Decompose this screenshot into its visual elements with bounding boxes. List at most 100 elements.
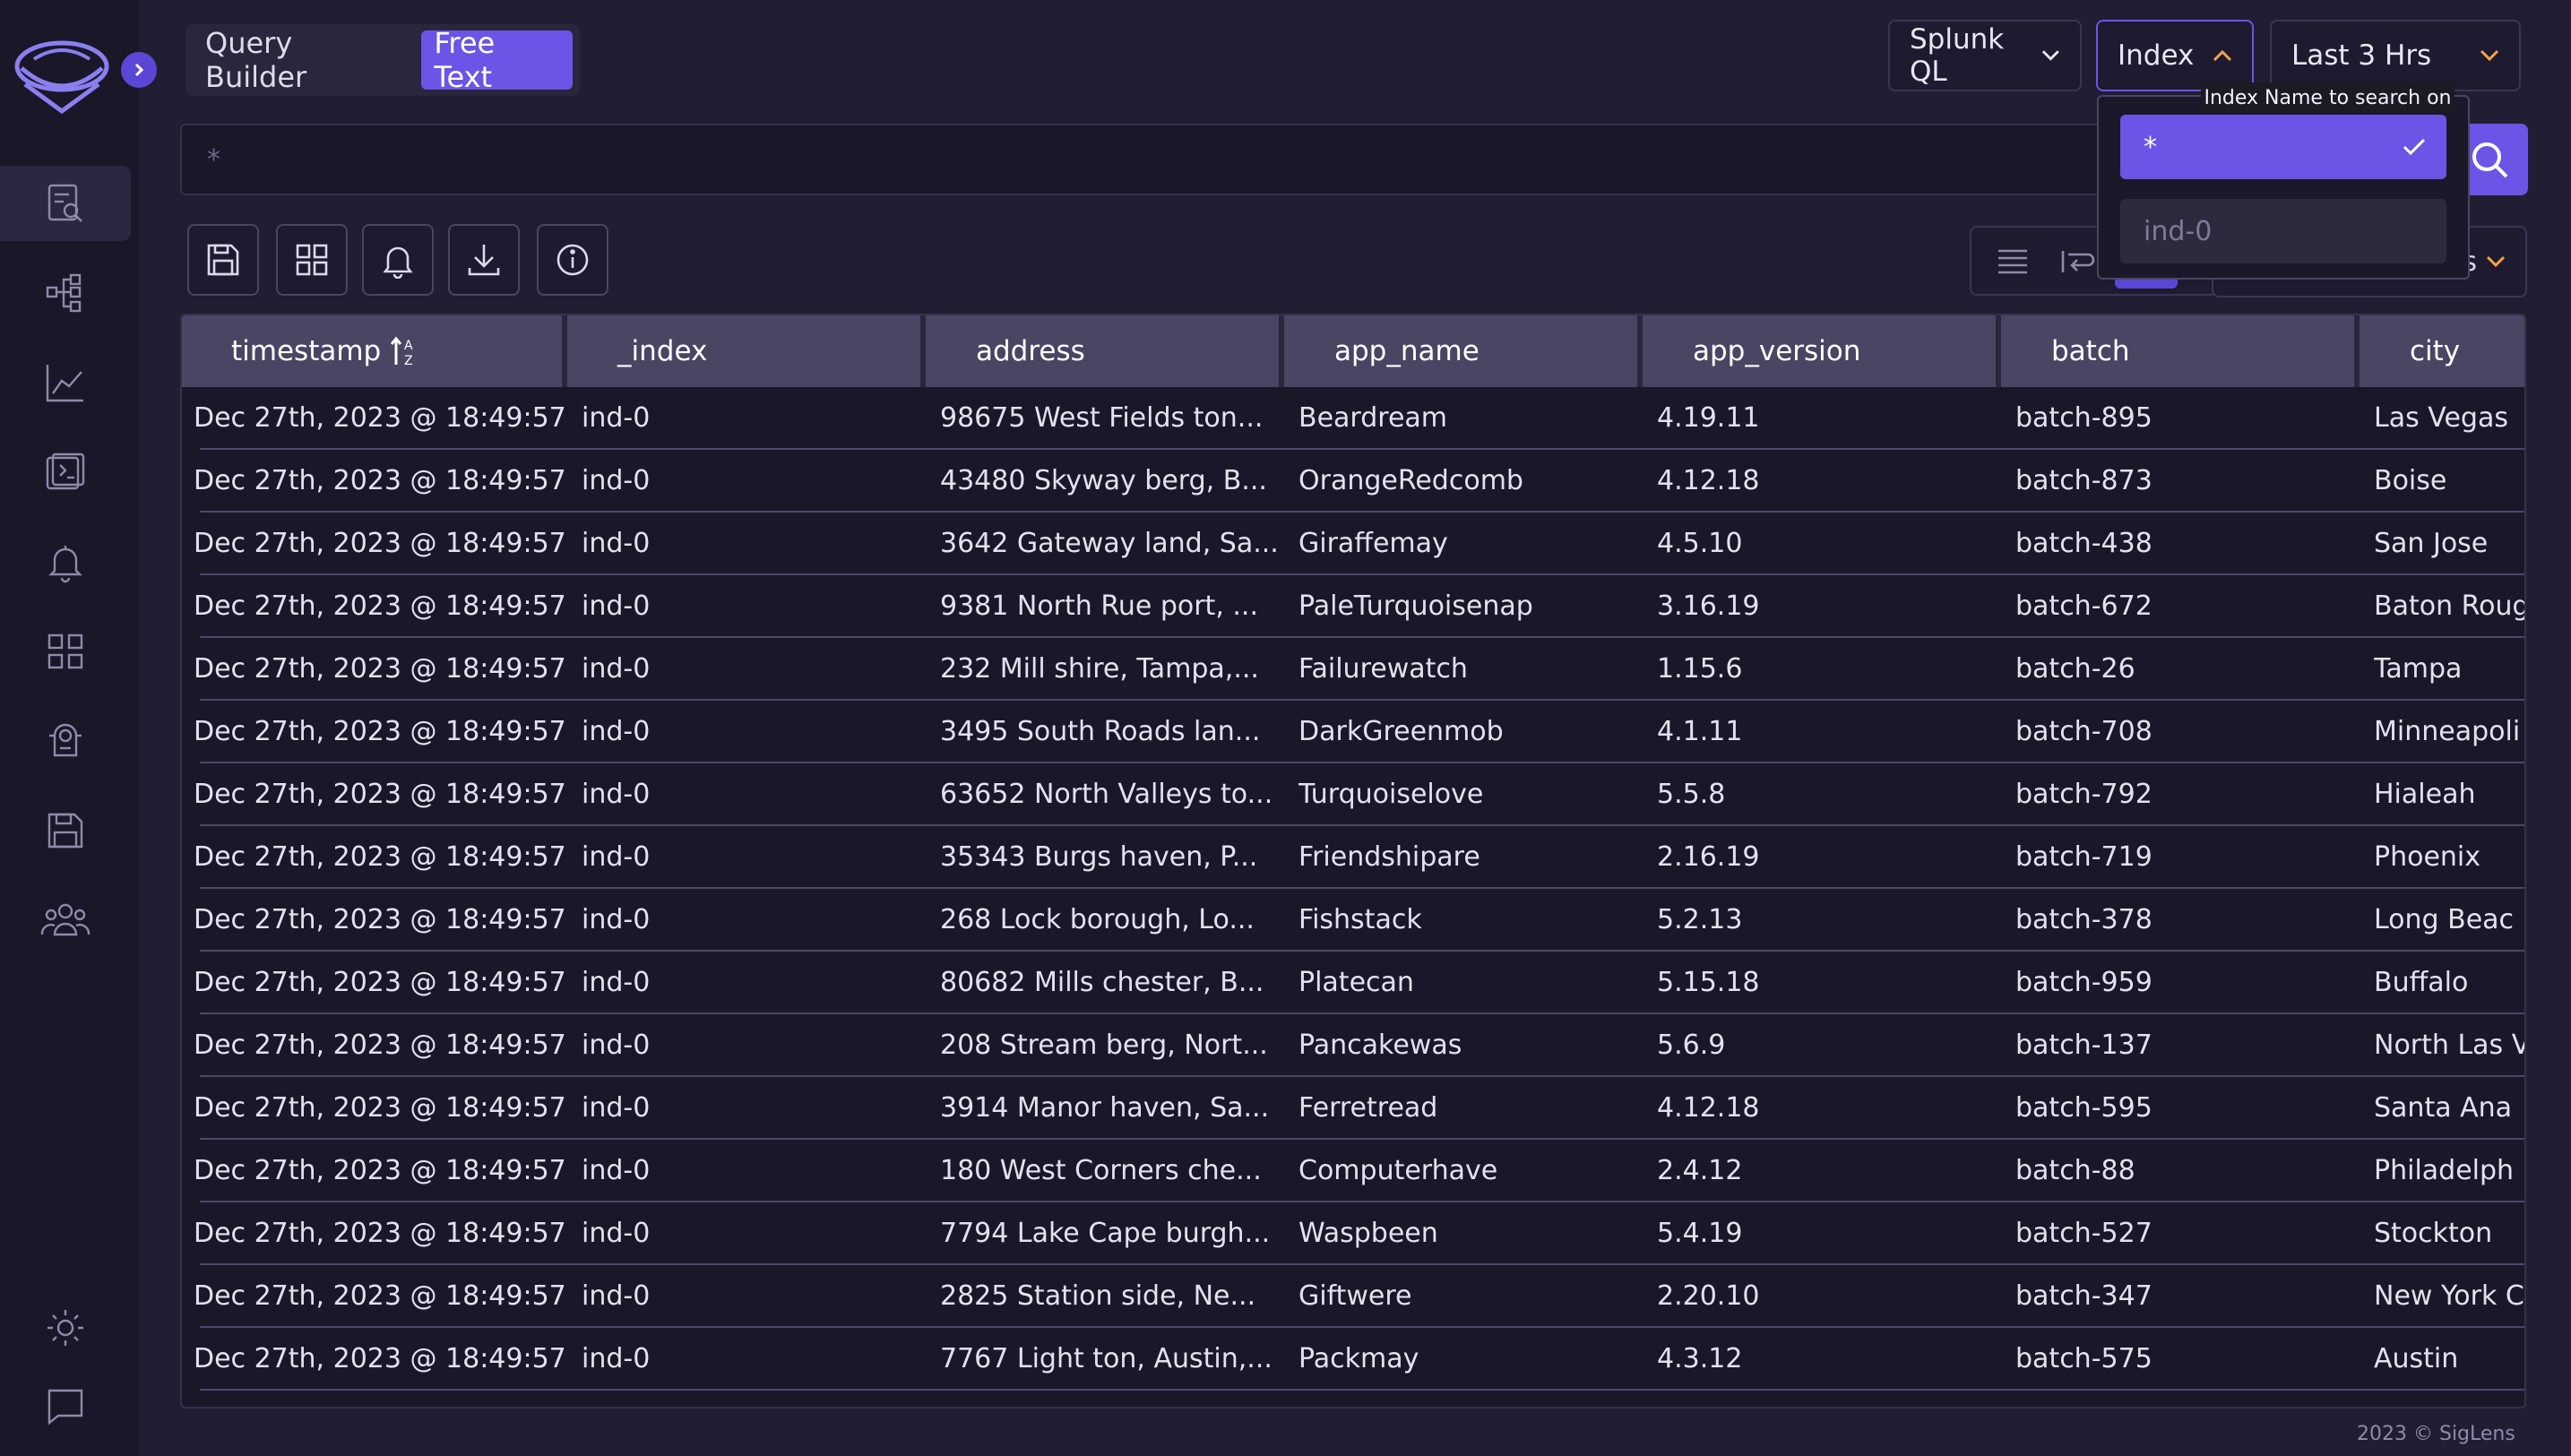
siglens-logo[interactable] [13,32,111,116]
table-row[interactable]: Dec 27th, 2023 @ 18:49:57 ind-0 7767 Light… [194,1328,2524,1391]
column-header-address[interactable]: address [926,315,1284,387]
cell-app-version: 5.5.8 [1657,778,1726,810]
table-row[interactable]: Dec 27th, 2023 @ 18:49:57 ind-0 3914 Manor… [194,1077,2524,1140]
column-header-label: app_name [1334,335,1480,367]
cell-batch: batch-873 [2015,464,2153,496]
table-row[interactable]: Dec 27th, 2023 @ 18:49:57 ind-0 7794 Lake … [194,1202,2524,1265]
cell-app-version: 3.16.19 [1657,590,1760,622]
index-option-ind-0[interactable]: ind-0 [2120,199,2446,263]
cell-timestamp: Dec 27th, 2023 @ 18:49:57 [194,966,566,998]
sidebar-nav [0,166,139,972]
cell-batch: batch-895 [2015,401,2153,434]
sidebar-item-console[interactable] [0,435,131,510]
table-row[interactable]: Dec 27th, 2023 @ 18:49:57 ind-0 268 Lock b… [194,889,2524,952]
query-language-select[interactable]: Splunk QL [1888,20,2082,91]
cell-city: Phoenix [2374,840,2481,873]
cell-timestamp: Dec 27th, 2023 @ 18:49:57 [194,1279,566,1312]
sidebar-item-tracing[interactable] [0,255,131,331]
create-alert-button[interactable] [362,224,434,296]
cell-app-version: 5.4.19 [1657,1217,1743,1249]
sidebar-item-my-org[interactable] [0,883,131,958]
table-row[interactable]: Dec 27th, 2023 @ 18:49:57 ind-0 180 West C… [194,1140,2524,1202]
column-header-label: city [2410,335,2461,367]
cell-index: ind-0 [582,1342,651,1374]
cell-address: 2825 Station side, Ne... [940,1279,1256,1312]
table-row[interactable]: Dec 27th, 2023 @ 18:49:57 ind-0 2825 Stati… [194,1265,2524,1328]
sort-ascending-icon[interactable]: AZ [390,336,418,366]
sidebar-bottom [0,1290,139,1448]
cell-batch: batch-959 [2015,966,2153,998]
table-row[interactable]: Dec 27th, 2023 @ 18:49:57 ind-0 35343 Burg… [194,826,2524,889]
index-option-all[interactable]: * [2120,115,2446,179]
cell-city: North Las V [2374,1029,2526,1061]
cell-timestamp: Dec 27th, 2023 @ 18:49:57 [194,903,566,935]
table-row[interactable]: Dec 27th, 2023 @ 18:49:57 ind-0 3495 South… [194,701,2524,763]
list-view-icon[interactable] [1993,242,2032,281]
cell-address: 3914 Manor haven, Sa... [940,1091,1270,1124]
column-header-label: _index [617,335,708,367]
cell-app-name: DarkGreenmob [1298,715,1504,747]
theme-toggle[interactable] [0,1290,131,1366]
add-to-dashboard-button[interactable] [276,224,348,296]
table-row[interactable]: Dec 27th, 2023 @ 18:49:57 ind-0 98675 West… [194,387,2524,450]
cell-address: 7794 Lake Cape burgh... [940,1217,1271,1249]
sidebar-item-logs[interactable] [0,166,131,241]
chevron-right-icon [134,63,144,77]
cell-city: San Jose [2374,527,2489,559]
table-row[interactable]: Dec 27th, 2023 @ 18:49:57 ind-0 80682 Mill… [194,952,2524,1014]
cell-timestamp: Dec 27th, 2023 @ 18:49:57 [194,401,566,434]
cell-app-version: 5.15.18 [1657,966,1760,998]
table-row[interactable]: Dec 27th, 2023 @ 18:49:57 ind-0 208 Stream… [194,1014,2526,1077]
cell-timestamp: Dec 27th, 2023 @ 18:49:57 [194,715,566,747]
cell-city: Minneapoli [2374,715,2521,747]
cell-batch: batch-347 [2015,1279,2153,1312]
column-header-city[interactable]: city [2360,315,2524,387]
query-builder-tab[interactable]: Query Builder [205,26,307,94]
cell-address: 35343 Burgs haven, P... [940,840,1258,873]
cell-index: ind-0 [582,401,651,434]
column-header-batch[interactable]: batch [2001,315,2360,387]
sidebar-item-saved-queries[interactable] [0,793,131,868]
svg-text:Z: Z [404,354,413,366]
cell-batch: batch-575 [2015,1342,2153,1374]
column-header-label: timestamp [231,335,382,367]
cell-app-name: Packmay [1298,1342,1419,1374]
save-query-button[interactable] [187,224,259,296]
column-header-index[interactable]: _index [567,315,926,387]
cell-batch: batch-378 [2015,903,2153,935]
index-tooltip: Index Name to search on [2201,82,2455,113]
index-select[interactable]: Index [2096,20,2254,91]
cell-city: Tampa [2374,652,2463,685]
cell-index: ind-0 [582,1279,651,1312]
expand-sidebar-button[interactable] [121,52,157,88]
info-button[interactable] [537,224,608,296]
column-header-app-version[interactable]: app_version [1643,315,2001,387]
time-range-select[interactable]: Last 3 Hrs [2270,20,2521,91]
download-icon [468,245,500,276]
sidebar-item-dashboards[interactable] [0,614,131,689]
cell-index: ind-0 [582,1091,651,1124]
table-row[interactable]: Dec 27th, 2023 @ 18:49:57 ind-0 43480 Skyw… [194,450,2524,513]
feedback-button[interactable] [0,1369,131,1444]
cell-index: ind-0 [582,1154,651,1186]
cell-city: Las Vegas [2374,401,2508,434]
sidebar-item-alerts[interactable] [0,524,131,599]
column-header-app-name[interactable]: app_name [1284,315,1643,387]
download-button[interactable] [448,224,520,296]
table-row[interactable]: Dec 27th, 2023 @ 18:49:57 ind-0 232 Mill s… [194,638,2524,701]
table-row[interactable]: Dec 27th, 2023 @ 18:49:57 ind-0 63652 Nort… [194,763,2524,826]
free-text-tab[interactable]: Free Text [421,26,573,94]
cell-app-version: 4.12.18 [1657,464,1760,496]
table-row[interactable]: Dec 27th, 2023 @ 18:49:57 ind-0 3642 Gatew… [194,513,2524,575]
cell-index: ind-0 [582,590,651,622]
sidebar-item-minion-searches[interactable] [0,703,131,779]
wrap-lines-icon[interactable] [2058,242,2097,281]
table-row[interactable]: Dec 27th, 2023 @ 18:49:57 ind-0 9381 North… [194,575,2524,638]
cell-app-name: Giftwere [1298,1279,1412,1312]
cell-address: 208 Stream berg, Nort... [940,1029,1268,1061]
cell-address: 9381 North Rue port, ... [940,590,1259,622]
sidebar-item-metrics[interactable] [0,345,131,420]
cell-timestamp: Dec 27th, 2023 @ 18:49:57 [194,1029,566,1061]
save-icon [207,244,239,276]
